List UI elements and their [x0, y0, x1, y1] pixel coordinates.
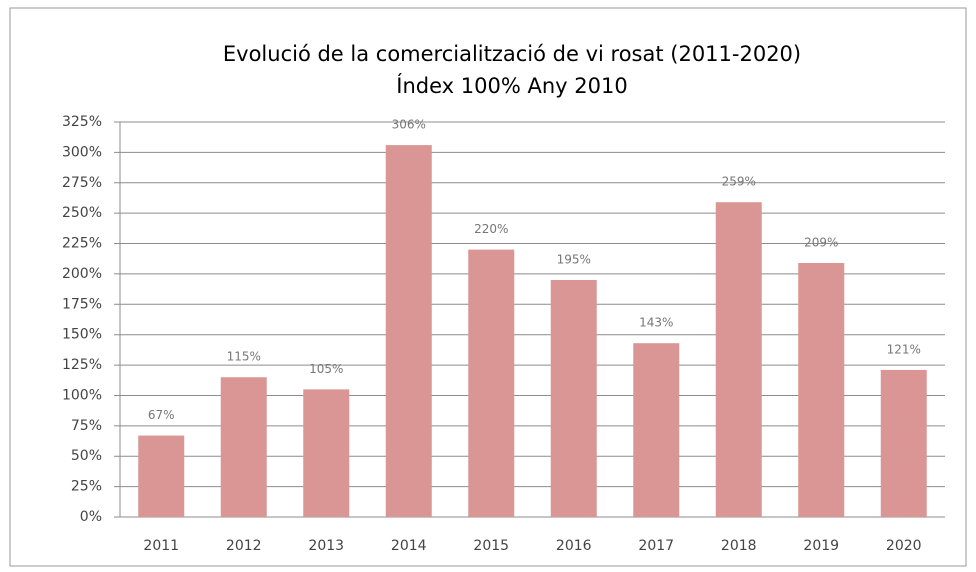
- y-tick-label: 75%: [71, 418, 102, 434]
- bar: [303, 389, 350, 517]
- data-label: 306%: [392, 118, 426, 132]
- chart-title: Evolució de la comercialització de vi ro…: [223, 42, 801, 66]
- y-tick-label: 125%: [62, 357, 102, 373]
- y-tick-label: 300%: [62, 144, 102, 160]
- data-label: 259%: [722, 175, 756, 189]
- y-tick-label: 225%: [62, 236, 102, 252]
- y-tick-label: 50%: [71, 448, 102, 464]
- y-tick-label: 175%: [62, 296, 102, 312]
- data-label: 105%: [309, 362, 343, 376]
- data-label: 195%: [557, 253, 591, 267]
- bar: [798, 262, 845, 517]
- y-tick-label: 100%: [62, 387, 102, 403]
- x-tick-label: 2011: [143, 538, 179, 554]
- data-label: 143%: [639, 316, 673, 330]
- x-tick-label: 2018: [721, 538, 757, 554]
- bar: [220, 377, 267, 517]
- x-tick-label: 2020: [886, 538, 922, 554]
- y-tick-label: 325%: [62, 114, 102, 130]
- y-tick-label: 200%: [62, 266, 102, 282]
- y-tick-label: 150%: [62, 327, 102, 343]
- bar: [550, 280, 597, 517]
- data-label: 209%: [804, 235, 838, 249]
- x-tick-label: 2014: [391, 538, 427, 554]
- bar: [385, 145, 432, 518]
- y-tick-label: 0%: [80, 509, 102, 525]
- bar: [633, 343, 680, 517]
- data-label: 220%: [474, 222, 508, 236]
- bar: [468, 249, 515, 517]
- x-tick-label: 2012: [226, 538, 262, 554]
- y-tick-label: 250%: [62, 205, 102, 221]
- bar: [138, 435, 185, 517]
- x-tick-label: 2019: [803, 538, 839, 554]
- data-label: 67%: [148, 408, 175, 422]
- data-label: 115%: [227, 350, 261, 364]
- data-label: 121%: [887, 342, 921, 356]
- chart-subtitle: Índex 100% Any 2010: [396, 73, 627, 98]
- y-tick-label: 275%: [62, 175, 102, 191]
- x-tick-label: 2015: [473, 538, 509, 554]
- x-tick-label: 2017: [638, 538, 674, 554]
- x-tick-label: 2016: [556, 538, 592, 554]
- x-tick-label: 2013: [308, 538, 344, 554]
- bar: [715, 202, 762, 517]
- y-tick-label: 25%: [71, 479, 102, 495]
- bar: [880, 369, 927, 517]
